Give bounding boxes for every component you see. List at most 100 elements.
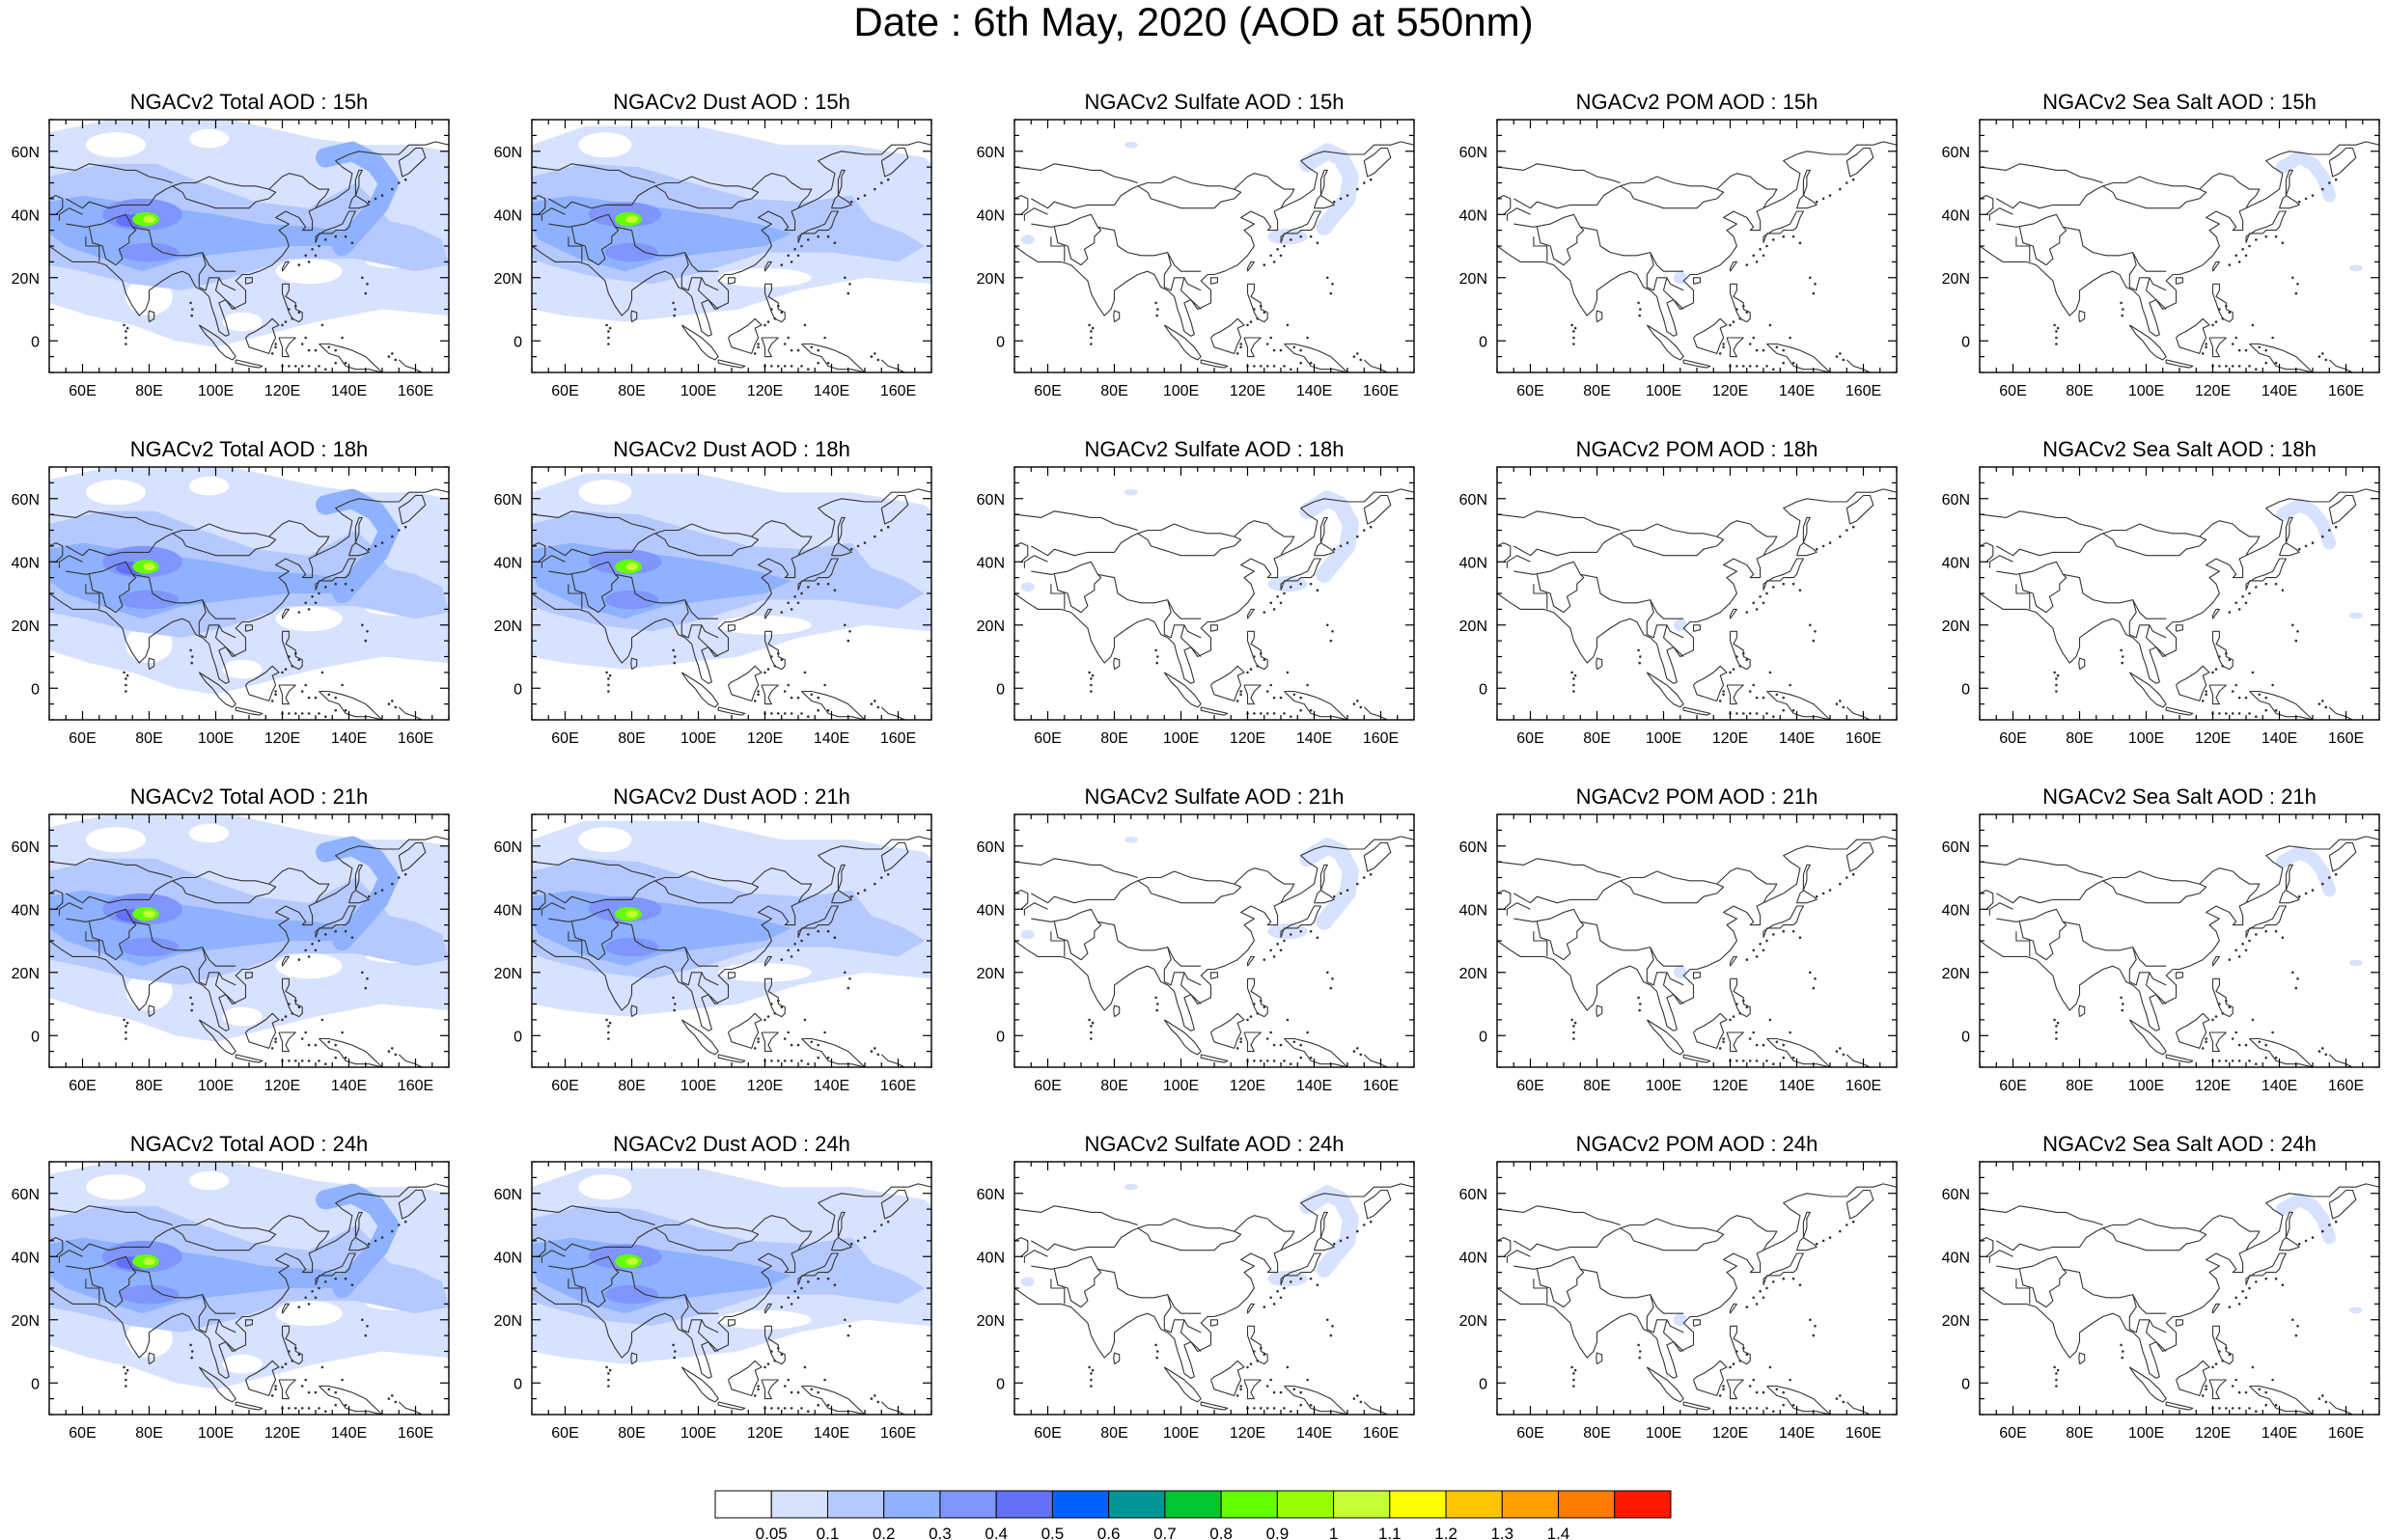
lat-tick-label: 0: [1961, 681, 1970, 698]
lon-tick-label: 160E: [1363, 383, 1399, 399]
lon-tick-label: 60E: [1516, 1078, 1543, 1094]
lat-tick-label: 60N: [1459, 145, 1487, 161]
colorbar-label: 1.4: [1547, 1525, 1570, 1540]
panel-dust-18h: NGACv2 Dust AOD : 18h 60E 80E 100E 120E 140E 1…: [494, 437, 932, 747]
lon-tick-label: 160E: [398, 1078, 433, 1094]
aod-contour: [316, 1183, 400, 1299]
lat-tick-label: 0: [1961, 1376, 1970, 1392]
colorbar-swatch: [714, 1490, 772, 1519]
panel-dust-21h: NGACv2 Dust AOD : 21h 60E 80E 100E 120E 140E 1…: [494, 784, 932, 1094]
lat-tick-label: 0: [996, 334, 1005, 350]
lat-tick-label: 20N: [1942, 271, 1970, 288]
lat-tick-label: 20N: [12, 619, 40, 635]
lon-tick-label: 100E: [1646, 730, 1681, 747]
lon-tick-label: 140E: [1779, 383, 1815, 399]
panel-title: NGACv2 POM AOD : 24h: [1576, 1132, 1818, 1156]
lon-tick-label: 160E: [1363, 1078, 1399, 1094]
lat-tick-label: 40N: [977, 207, 1005, 224]
lon-tick-label: 100E: [1163, 730, 1199, 747]
panel-seasalt-24h: NGACv2 Sea Salt AOD : 24h 60E 80E 100E 120E 1…: [1942, 1132, 2380, 1442]
lon-tick-label: 100E: [1163, 383, 1199, 399]
panel-title: NGACv2 Sulfate AOD : 15h: [1084, 90, 1344, 114]
aod-contour: [1124, 1183, 1138, 1191]
aod-contour: [1124, 836, 1138, 843]
colorbar: 0.05 0.1 0.2 0.3 0.4 0.5 0.6 0.7 0.8 0.9 1 1.1 1.2 1.…: [714, 1490, 1672, 1540]
lon-tick-label: 120E: [1712, 383, 1748, 399]
aod-field: [1497, 814, 1897, 1067]
colorbar-swatch: [1558, 1490, 1616, 1519]
aod-contour: [86, 132, 146, 158]
lat-tick-label: 0: [513, 1376, 522, 1392]
lon-tick-label: 140E: [1296, 383, 1332, 399]
panel-title: NGACv2 POM AOD : 21h: [1576, 784, 1818, 809]
lon-tick-label: 60E: [551, 730, 578, 747]
colorbar-label: 0.05: [756, 1525, 788, 1540]
lon-tick-label: 100E: [1646, 383, 1681, 399]
lon-tick-label: 80E: [1583, 730, 1610, 747]
lat-tick-label: 0: [1961, 1029, 1970, 1045]
aod-field: [1014, 1162, 1414, 1415]
lon-tick-label: 140E: [331, 383, 367, 399]
aod-field: [1497, 1162, 1897, 1415]
lat-tick-label: 40N: [12, 902, 40, 919]
lat-tick-label: 0: [31, 681, 40, 698]
colorbar-swatch: [1108, 1490, 1166, 1519]
lon-tick-label: 80E: [618, 730, 645, 747]
lon-tick-label: 60E: [551, 1078, 578, 1094]
coastlines: [49, 1183, 449, 1415]
aod-contour: [119, 590, 180, 610]
lon-tick-label: 120E: [1712, 1425, 1748, 1442]
aod-contour: [604, 242, 659, 262]
panel-sulfate-24h: NGACv2 Sulfate AOD : 24h 60E 80E 100E 120E 14…: [977, 1132, 1415, 1442]
coastlines: [1980, 488, 2379, 720]
panel-seasalt-15h: NGACv2 Sea Salt AOD : 15h 60E 80E 100E 120E 1…: [1942, 90, 2380, 399]
lon-tick-label: 160E: [2328, 383, 2364, 399]
lat-tick-label: 60N: [12, 492, 40, 509]
aod-contour: [2276, 498, 2337, 550]
lat-tick-label: 0: [1479, 681, 1487, 698]
aod-contour: [2348, 612, 2363, 619]
lat-tick-label: 0: [1479, 1029, 1487, 1045]
lat-tick-label: 40N: [12, 207, 40, 224]
lon-tick-label: 80E: [2066, 1078, 2093, 1094]
aod-contour: [604, 937, 659, 957]
lon-tick-label: 100E: [198, 1078, 234, 1094]
panel-title: NGACv2 Sea Salt AOD : 18h: [2042, 437, 2317, 461]
lon-tick-label: 160E: [2328, 730, 2364, 747]
aod-contour: [1267, 229, 1308, 245]
aod-field: [1980, 1162, 2379, 1415]
lat-tick-label: 20N: [977, 966, 1005, 982]
lat-tick-label: 40N: [1459, 902, 1487, 919]
coastlines: [1014, 141, 1414, 372]
lon-tick-label: 60E: [1516, 383, 1543, 399]
lon-tick-label: 100E: [2128, 1078, 2164, 1094]
aod-contour: [604, 1284, 659, 1305]
lon-tick-label: 160E: [880, 383, 916, 399]
lat-tick-label: 20N: [1459, 966, 1487, 982]
aod-contour: [1124, 141, 1138, 149]
panel-pom-21h: NGACv2 POM AOD : 21h 60E 80E 100E 120E 140E 16…: [1459, 784, 1898, 1094]
aod-field: [532, 1162, 931, 1415]
aod-contour: [316, 488, 400, 604]
lon-tick-label: 100E: [680, 383, 716, 399]
aod-field: [1014, 467, 1414, 720]
aod-field: [1497, 120, 1897, 372]
lon-tick-label: 140E: [814, 1425, 849, 1442]
panel-seasalt-21h: NGACv2 Sea Salt AOD : 21h 60E 80E 100E 120E 1…: [1942, 784, 2380, 1094]
aod-contour: [275, 606, 343, 632]
panel-sulfate-21h: NGACv2 Sulfate AOD : 21h 60E 80E 100E 120E 14…: [977, 784, 1415, 1094]
lon-tick-label: 160E: [1846, 730, 1881, 747]
lon-tick-label: 120E: [1712, 730, 1748, 747]
panel-title: NGACv2 POM AOD : 15h: [1576, 90, 1818, 114]
lon-tick-label: 120E: [264, 1425, 300, 1442]
coastlines: [1497, 488, 1897, 720]
aod-contour: [1020, 234, 1035, 245]
panel-title: NGACv2 Dust AOD : 18h: [613, 437, 850, 461]
lat-tick-label: 60N: [977, 839, 1005, 856]
lat-tick-label: 0: [513, 334, 522, 350]
colorbar-swatch: [1333, 1490, 1391, 1519]
colorbar-swatch: [1164, 1490, 1222, 1519]
aod-contour: [188, 476, 230, 496]
lat-tick-label: 60N: [1942, 492, 1970, 509]
panel-dust-24h: NGACv2 Dust AOD : 24h 60E 80E 100E 120E 140E 1…: [494, 1132, 932, 1442]
